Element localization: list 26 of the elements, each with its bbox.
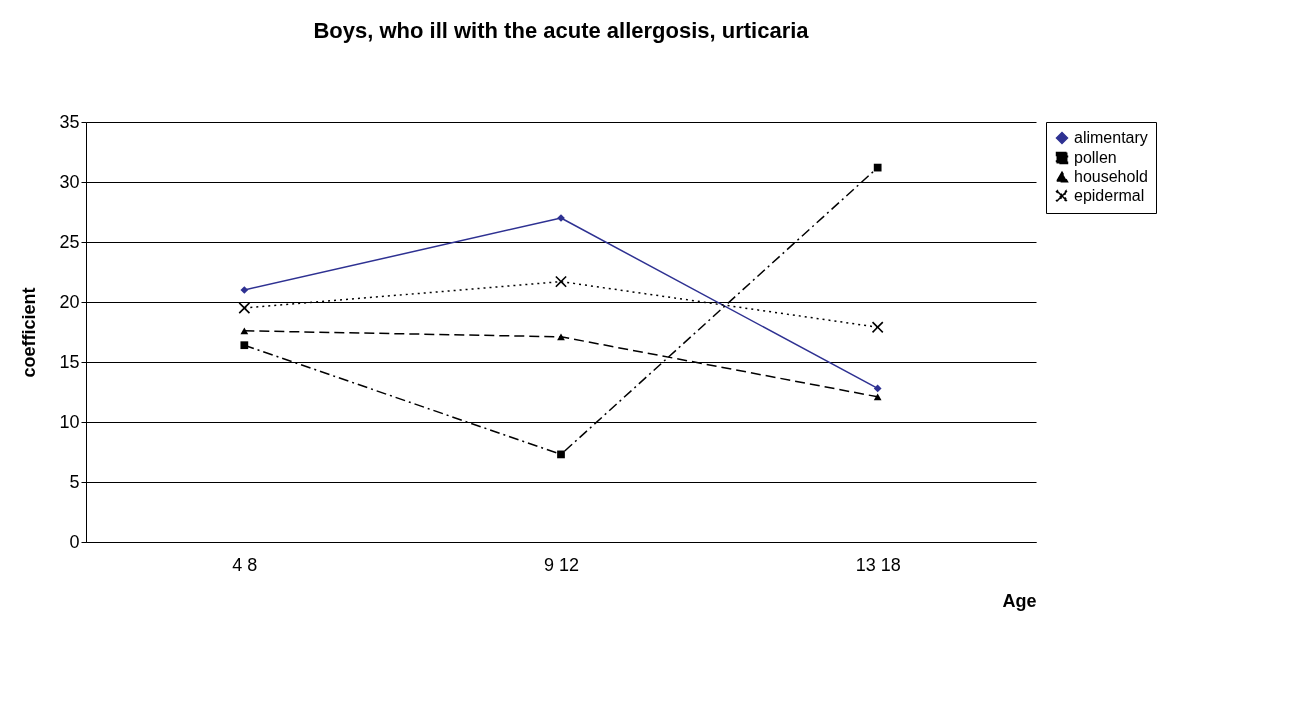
point — [240, 327, 249, 335]
legend-label: household — [1074, 168, 1148, 185]
y-tick-label: 5 — [69, 471, 80, 492]
point — [873, 393, 882, 401]
chart-title: Boys, who ill with the acute allergosis, urticaria — [313, 18, 810, 43]
point — [240, 286, 249, 294]
y-tick-label: 15 — [59, 351, 80, 372]
y-tick-label: 20 — [59, 291, 80, 312]
legend-label: epidermal — [1074, 187, 1145, 204]
legend-label: alimentary — [1074, 129, 1148, 146]
point — [240, 341, 249, 350]
point — [873, 163, 882, 172]
y-tick-label: 10 — [59, 411, 80, 432]
x-tick-label: 4 8 — [232, 554, 258, 575]
y-tick-label: 0 — [69, 531, 80, 552]
y-tick-label: 30 — [59, 171, 80, 192]
y-tick-label: 25 — [59, 231, 80, 252]
point — [557, 333, 565, 341]
y-tick-label: 35 — [59, 111, 80, 132]
point — [873, 384, 882, 393]
x-axis-title: Age — [1002, 590, 1037, 611]
point — [557, 450, 565, 459]
x-tick-label: 9 12 — [543, 554, 580, 575]
y-axis-title: coefficient — [19, 287, 40, 378]
x-tick-label: 13 18 — [855, 554, 901, 575]
legend-label: pollen — [1074, 149, 1117, 166]
